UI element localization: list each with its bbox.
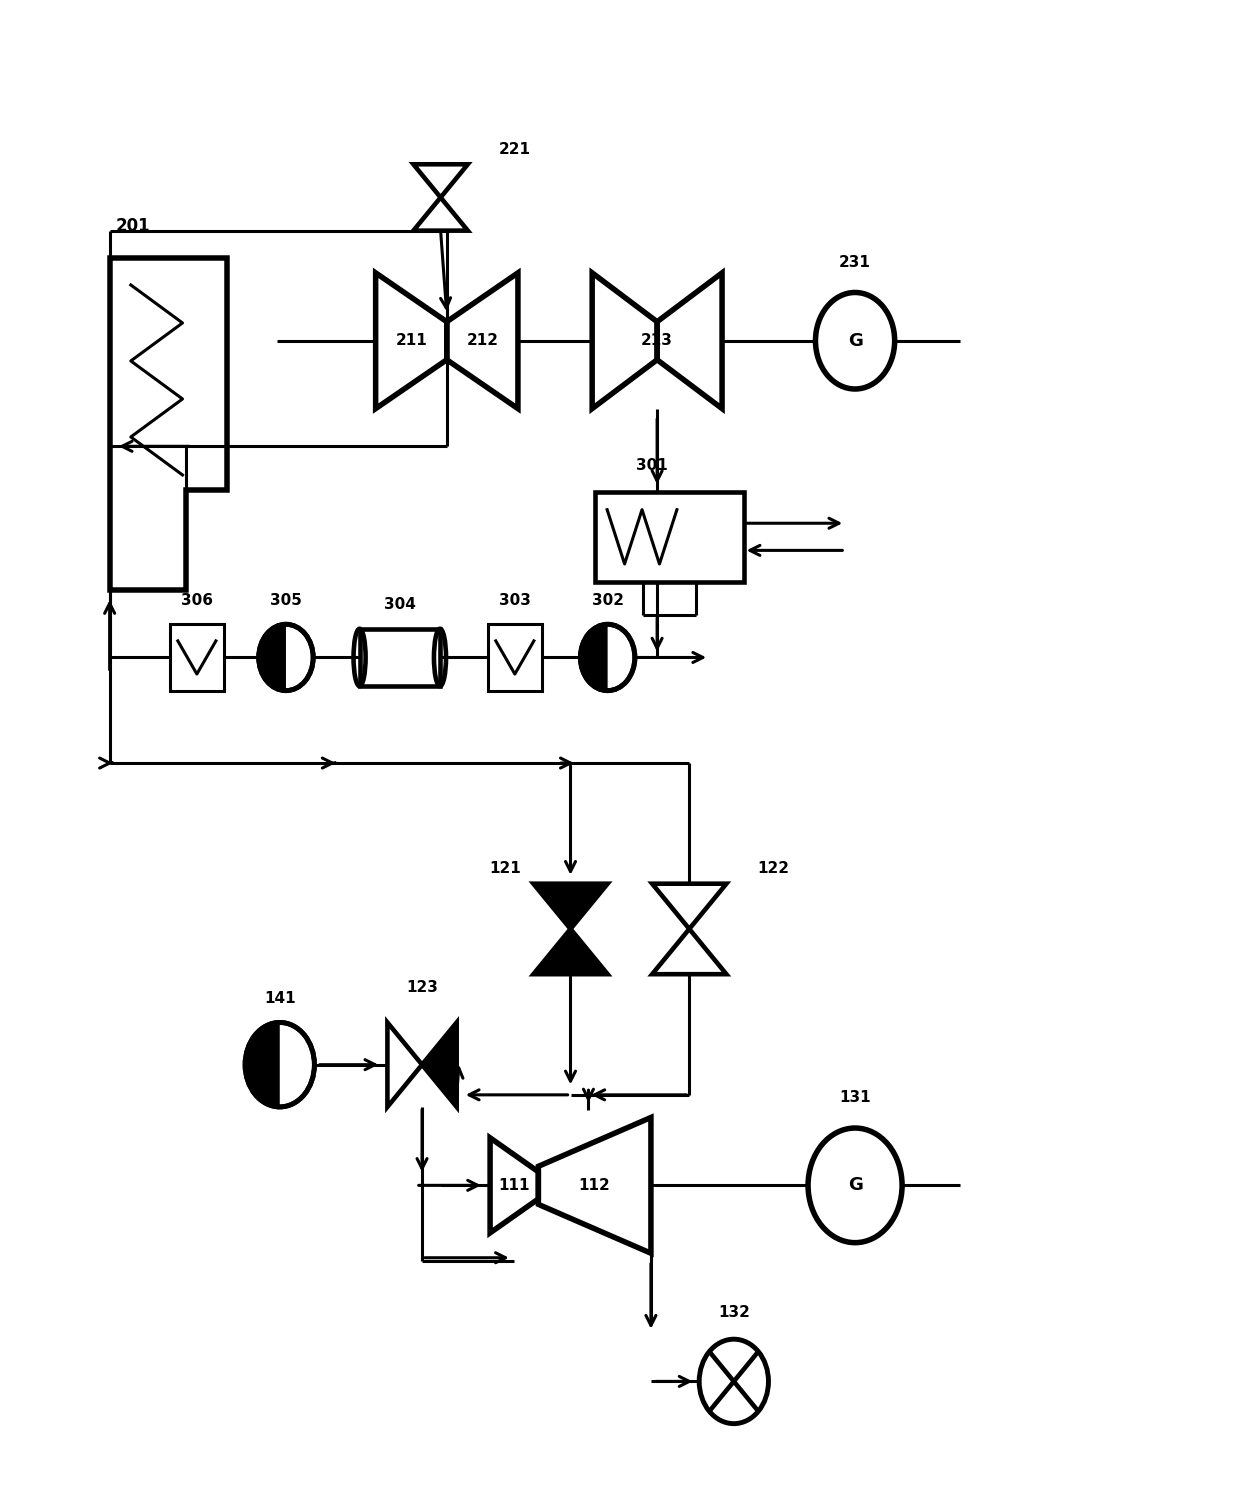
Text: 121: 121 [490, 861, 521, 876]
Polygon shape [652, 884, 727, 929]
Text: 213: 213 [641, 334, 673, 348]
Text: 303: 303 [498, 592, 531, 607]
Polygon shape [580, 624, 608, 691]
Bar [360, 629, 440, 686]
Polygon shape [533, 929, 608, 975]
Text: 305: 305 [270, 592, 301, 607]
Text: 112: 112 [579, 1179, 610, 1192]
Polygon shape [533, 884, 608, 929]
Text: 302: 302 [591, 592, 624, 607]
Polygon shape [652, 929, 727, 975]
Circle shape [259, 624, 314, 691]
Text: G: G [848, 332, 863, 349]
Text: 123: 123 [407, 981, 438, 996]
Text: 211: 211 [396, 334, 427, 348]
Text: 132: 132 [718, 1304, 750, 1319]
Text: 221: 221 [498, 142, 531, 157]
Bar [170, 624, 224, 691]
Text: 201: 201 [115, 218, 150, 236]
Text: 111: 111 [498, 1179, 529, 1192]
Text: 304: 304 [384, 597, 415, 612]
Text: 122: 122 [758, 861, 790, 876]
Polygon shape [422, 1023, 456, 1108]
Polygon shape [413, 198, 467, 231]
Text: 212: 212 [466, 334, 498, 348]
Text: 231: 231 [839, 255, 870, 270]
Polygon shape [387, 1023, 422, 1108]
Text: G: G [848, 1177, 863, 1194]
Bar [595, 491, 744, 582]
Circle shape [699, 1339, 769, 1423]
Text: 306: 306 [181, 592, 213, 607]
Polygon shape [413, 165, 467, 198]
Circle shape [580, 624, 635, 691]
Bar [487, 624, 542, 691]
Polygon shape [246, 1023, 280, 1108]
Text: 131: 131 [839, 1091, 870, 1106]
Text: 301: 301 [636, 458, 667, 473]
Text: 141: 141 [264, 991, 295, 1006]
Circle shape [246, 1023, 315, 1108]
Polygon shape [259, 624, 286, 691]
